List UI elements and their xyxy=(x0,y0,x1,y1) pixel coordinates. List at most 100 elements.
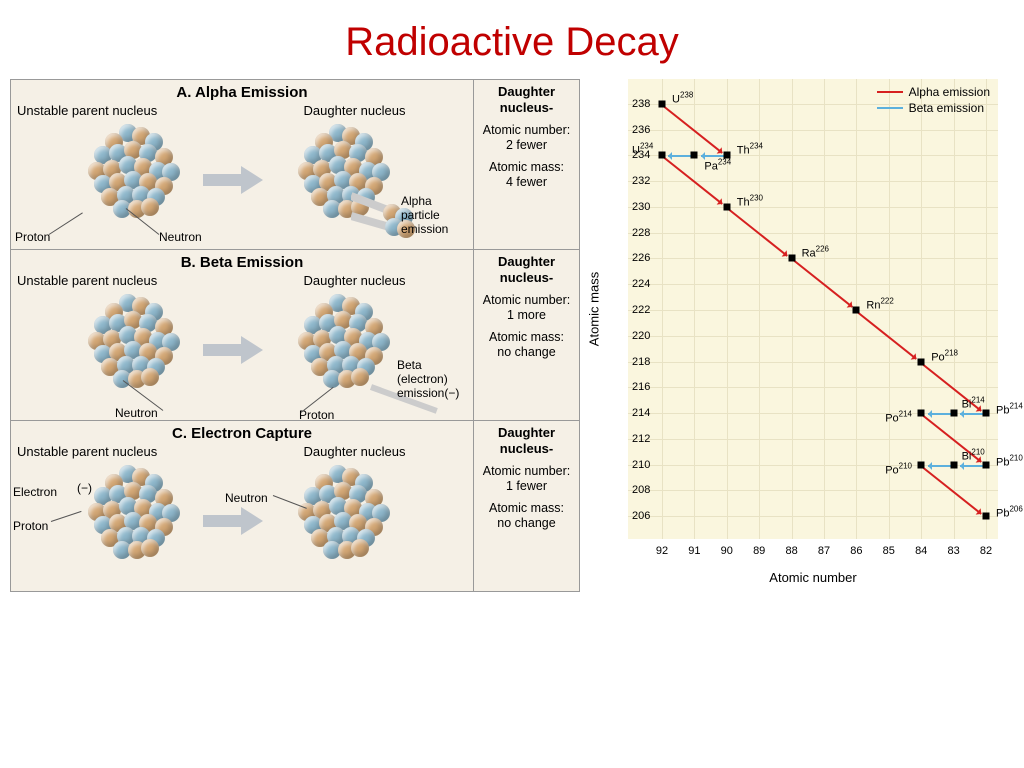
side-stat: Atomic number:1 fewer xyxy=(476,464,577,495)
panel-title: C. Electron Capture xyxy=(11,421,473,442)
x-tick-label: 86 xyxy=(850,545,862,557)
proton-icon xyxy=(141,539,159,557)
y-tick-label: 228 xyxy=(632,227,650,239)
isotope-node xyxy=(983,461,990,468)
x-tick-label: 92 xyxy=(656,545,668,557)
decay-chain-chart: Atomic number 23823623423223022822622422… xyxy=(628,79,998,539)
isotope-node xyxy=(723,203,730,210)
nucleus-icon xyxy=(71,455,191,575)
annotation-label: Electron xyxy=(13,485,57,499)
isotope-label: Po214 xyxy=(885,410,912,425)
isotope-node xyxy=(950,410,957,417)
panel-summary: Daughter nucleus-Atomic number:2 fewerAt… xyxy=(473,80,579,249)
legend-label: Alpha emission xyxy=(909,85,990,99)
annotation-label: Alphaparticleemission xyxy=(401,194,448,236)
gridline xyxy=(694,79,695,539)
legend-arrow-icon: .legend-arrow[style*="#5cb0dd"]::before{… xyxy=(877,107,903,109)
isotope-label: Pa234 xyxy=(704,158,731,173)
isotope-label: Th230 xyxy=(737,194,763,209)
nucleus-icon xyxy=(281,455,401,575)
isotope-label: Th234 xyxy=(737,142,763,157)
x-tick-label: 83 xyxy=(947,545,959,557)
x-tick-label: 84 xyxy=(915,545,927,557)
panel-alpha: A. Alpha EmissionUnstable parent nucleus… xyxy=(10,79,580,250)
gridline xyxy=(628,336,998,337)
x-tick-label: 85 xyxy=(883,545,895,557)
isotope-label: Pb210 xyxy=(996,453,1023,468)
side-stat: Atomic mass:no change xyxy=(476,501,577,532)
transition-arrow-icon xyxy=(203,336,263,369)
annotation-label: Neutron xyxy=(159,230,202,244)
y-tick-label: 226 xyxy=(632,252,650,264)
side-title: Daughter nucleus- xyxy=(476,84,577,117)
y-tick-label: 214 xyxy=(632,407,650,419)
side-stat: Atomic mass:4 fewer xyxy=(476,160,577,191)
y-tick-label: 232 xyxy=(632,175,650,187)
isotope-node xyxy=(659,152,666,159)
isotope-label: Pb214 xyxy=(996,402,1023,417)
y-tick-label: 238 xyxy=(632,98,650,110)
isotope-node xyxy=(918,358,925,365)
gridline xyxy=(921,79,922,539)
decay-chain-chart-wrapper: Atomic mass Atomic number 23823623423223… xyxy=(588,79,1008,592)
gridline xyxy=(662,79,663,539)
isotope-label: Po218 xyxy=(931,348,958,363)
isotope-label: U238 xyxy=(672,91,693,106)
x-tick-label: 89 xyxy=(753,545,765,557)
gridline xyxy=(628,490,998,491)
gridline xyxy=(628,439,998,440)
panel-title: B. Beta Emission xyxy=(11,250,473,271)
transition-arrow-icon xyxy=(203,166,263,199)
x-tick-label: 82 xyxy=(980,545,992,557)
isotope-node xyxy=(918,410,925,417)
y-tick-label: 206 xyxy=(632,510,650,522)
y-tick-label: 224 xyxy=(632,278,650,290)
side-stat: Atomic number:1 more xyxy=(476,293,577,324)
gridline xyxy=(727,79,728,539)
panel-beta: B. Beta EmissionUnstable parent nucleusD… xyxy=(10,250,580,421)
nucleus-stage: Electron (−) Proton Neutron xyxy=(11,453,473,591)
panel-summary: Daughter nucleus- Atomic number:1 fewer At… xyxy=(473,421,579,591)
y-tick-label: 210 xyxy=(632,459,650,471)
isotope-node xyxy=(788,255,795,262)
gridline xyxy=(628,284,998,285)
nucleus-icon xyxy=(281,284,401,404)
y-tick-label: 222 xyxy=(632,304,650,316)
isotope-label: Bi210 xyxy=(962,447,985,462)
gridline xyxy=(628,233,998,234)
side-title: Daughter nucleus- xyxy=(476,254,577,287)
legend-label: Beta emission xyxy=(909,101,984,115)
chart-legend: .legend-arrow[style*="#d62020"]::before{… xyxy=(877,85,990,117)
isotope-node xyxy=(659,100,666,107)
gridline xyxy=(986,79,987,539)
annotation-label: Neutron xyxy=(115,406,158,420)
isotope-node xyxy=(950,461,957,468)
gridline xyxy=(954,79,955,539)
gridline xyxy=(792,79,793,539)
gridline xyxy=(628,310,998,311)
proton-icon xyxy=(351,368,369,386)
proton-icon xyxy=(351,539,369,557)
isotope-node xyxy=(983,410,990,417)
y-tick-label: 208 xyxy=(632,484,650,496)
nucleus-icon xyxy=(71,114,191,234)
x-tick-label: 91 xyxy=(688,545,700,557)
y-tick-label: 216 xyxy=(632,381,650,393)
x-tick-label: 88 xyxy=(785,545,797,557)
y-tick-label: 212 xyxy=(632,433,650,445)
isotope-label: Pb206 xyxy=(996,505,1023,520)
annotation-label: Beta(electron)emission(−) xyxy=(397,358,459,400)
gridline xyxy=(628,387,998,388)
annotation-label: Proton xyxy=(13,519,48,533)
annotation-label: (−) xyxy=(77,481,92,495)
side-stat: Atomic mass:no change xyxy=(476,330,577,361)
transition-arrow-icon xyxy=(203,507,263,540)
annotation-label: Neutron xyxy=(225,491,268,505)
chart-y-axis-label: Atomic mass xyxy=(587,272,602,346)
isotope-label: Bi214 xyxy=(962,396,985,411)
gridline xyxy=(628,130,998,131)
nucleus-stage: ProtonNeutronAlphaparticleemission xyxy=(11,112,473,249)
gridline xyxy=(628,516,998,517)
y-tick-label: 218 xyxy=(632,356,650,368)
side-title: Daughter nucleus- xyxy=(476,425,577,458)
